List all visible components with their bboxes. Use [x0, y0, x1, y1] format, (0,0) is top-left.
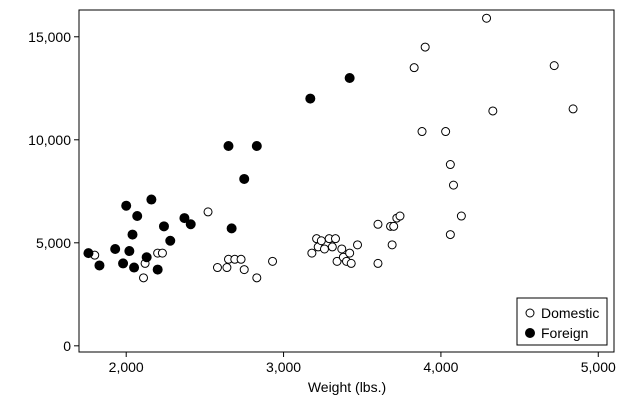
foreign-point — [152, 264, 163, 275]
foreign-point — [251, 140, 262, 151]
domestic-point — [330, 234, 340, 244]
foreign-point — [127, 229, 138, 240]
y-tick-label: 5,000 — [36, 235, 71, 251]
domestic-point — [332, 256, 342, 266]
legend: Domestic Foreign — [516, 297, 608, 346]
domestic-point — [395, 211, 405, 221]
x-tick-label: 3,000 — [266, 359, 301, 375]
y-tick-label: 15,000 — [28, 29, 71, 45]
y-tick-label: 10,000 — [28, 132, 71, 148]
legend-domestic-label: Domestic — [541, 305, 599, 321]
legend-foreign-marker — [525, 328, 535, 338]
foreign-point — [132, 211, 143, 222]
domestic-point — [445, 160, 455, 170]
domestic-point — [307, 248, 317, 258]
domestic-point — [417, 127, 427, 137]
domestic-point — [568, 104, 578, 114]
y-axis: 0 5,000 10,000 15,000 — [28, 29, 79, 354]
domestic-point — [488, 106, 498, 116]
foreign-point — [239, 173, 250, 184]
plot-marks — [83, 13, 578, 283]
x-axis: 2,000 3,000 4,000 5,000 — [109, 352, 616, 375]
x-tick-label: 4,000 — [423, 359, 458, 375]
domestic-point — [252, 273, 262, 283]
foreign-point — [118, 258, 129, 269]
domestic-point — [236, 254, 246, 264]
x-tick-label: 5,000 — [581, 359, 616, 375]
domestic-point — [353, 240, 363, 250]
foreign-point — [226, 223, 237, 234]
domestic-point — [319, 244, 329, 254]
domestic-point — [346, 258, 356, 268]
domestic-point — [139, 273, 149, 283]
domestic-point — [239, 265, 249, 275]
domestic-point — [389, 221, 399, 231]
domestic-point — [203, 207, 213, 217]
domestic-point — [441, 127, 451, 137]
domestic-point — [327, 242, 337, 252]
domestic-point — [387, 240, 397, 250]
foreign-point — [146, 194, 157, 205]
domestic-point — [482, 13, 492, 23]
domestic-point — [212, 263, 222, 273]
foreign-point — [179, 213, 190, 224]
domestic-point — [345, 248, 355, 258]
y-tick-label: 0 — [63, 338, 71, 354]
legend-domestic-marker — [525, 308, 535, 318]
domestic-point — [373, 258, 383, 268]
foreign-point — [110, 243, 121, 254]
domestic-point — [449, 180, 458, 190]
x-axis-title: Weight (lbs.) — [308, 379, 386, 395]
foreign-point — [83, 248, 94, 259]
plot-frame — [78, 9, 615, 353]
foreign-point — [165, 235, 176, 246]
domestic-point — [222, 263, 232, 273]
foreign-point — [223, 140, 234, 151]
foreign-point — [124, 246, 135, 257]
domestic-point — [456, 211, 466, 221]
foreign-point — [158, 221, 169, 232]
foreign-point — [121, 200, 132, 211]
domestic-point — [157, 248, 167, 258]
domestic-point — [409, 63, 419, 73]
foreign-point — [344, 72, 355, 83]
x-tick-label: 2,000 — [109, 359, 144, 375]
domestic-point — [337, 244, 347, 254]
legend-foreign-label: Foreign — [541, 325, 588, 341]
domestic-point — [373, 219, 383, 229]
foreign-point — [129, 262, 140, 273]
domestic-point — [420, 42, 430, 52]
foreign-point — [94, 260, 105, 271]
foreign-point — [305, 93, 316, 104]
domestic-point — [316, 236, 326, 246]
foreign-point — [141, 252, 152, 263]
domestic-point — [445, 230, 455, 240]
domestic-point — [549, 61, 559, 71]
domestic-point — [268, 256, 278, 266]
foreign-point — [185, 219, 196, 230]
